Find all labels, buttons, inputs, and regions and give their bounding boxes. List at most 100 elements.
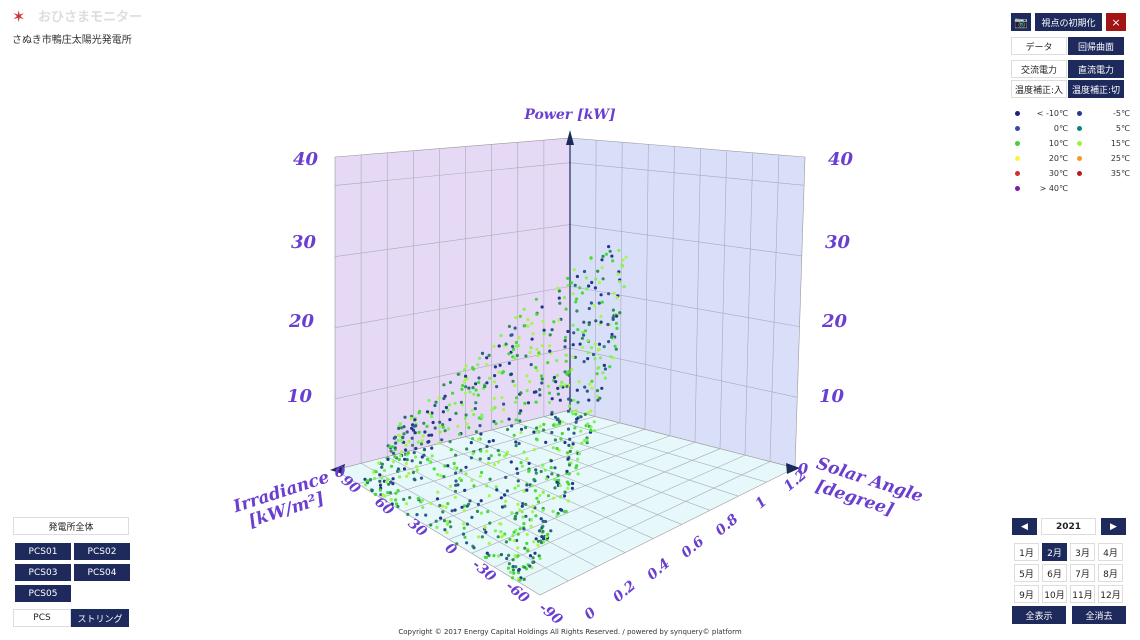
toggle-button[interactable]: 温度補正:入 (1011, 80, 1067, 98)
scatter-point (409, 416, 413, 421)
scatter-point (468, 499, 472, 503)
scatter-point (405, 502, 409, 506)
scatter-point (524, 426, 528, 430)
month-button[interactable]: 8月 (1098, 564, 1123, 582)
pcs-button[interactable]: PCS01 (15, 543, 71, 560)
month-button[interactable]: 3月 (1070, 543, 1095, 561)
scatter-point (566, 276, 570, 280)
scatter-point (453, 495, 457, 499)
scatter-point (535, 368, 539, 373)
scatter-point (506, 566, 511, 570)
scatter-point (514, 565, 518, 569)
scatter-point (539, 374, 544, 378)
scatter-point (525, 457, 529, 461)
close-button[interactable]: × (1106, 13, 1126, 31)
scatter-point (526, 324, 530, 328)
all-button[interactable]: 発電所全体 (13, 517, 129, 535)
grid-line (669, 146, 675, 436)
scatter-point (536, 500, 541, 504)
grid-line (644, 144, 649, 430)
scatter-point (614, 347, 618, 351)
scatter-point (528, 554, 533, 558)
scatter-point (445, 519, 449, 524)
scatter-point (462, 504, 466, 508)
toggle-button[interactable]: 回帰曲面 (1068, 37, 1124, 55)
scatter-point (530, 321, 534, 326)
toggle-button[interactable]: 温度補正:切 (1068, 80, 1124, 98)
pcs-button[interactable]: PCS05 (15, 585, 71, 602)
next-year[interactable]: ▶ (1101, 518, 1126, 535)
scatter-point (573, 283, 577, 287)
scatter-point (550, 328, 554, 332)
scatter-point (484, 530, 488, 534)
scatter-point (393, 446, 397, 450)
scatter-point (592, 304, 597, 308)
month-button[interactable]: 6月 (1042, 564, 1067, 582)
scatter-point (405, 430, 409, 434)
scatter-point (435, 525, 439, 530)
grid-line (403, 429, 646, 512)
scatter-point (547, 391, 552, 395)
month-button[interactable]: 1月 (1014, 543, 1039, 561)
legend-label: 0℃ (1053, 124, 1068, 133)
scatter-point (389, 498, 393, 502)
clear-all[interactable]: 全消去 (1072, 606, 1126, 624)
month-button[interactable]: 9月 (1014, 585, 1039, 603)
mode-button[interactable]: ストリング (71, 609, 129, 627)
scatter-point (582, 360, 586, 364)
toggle-button[interactable]: 交流電力 (1011, 60, 1067, 78)
scatter-point (593, 286, 598, 290)
scatter-point (551, 446, 555, 450)
prev-year[interactable]: ◀ (1012, 518, 1037, 535)
month-button[interactable]: 11月 (1070, 585, 1095, 603)
toggle-button[interactable]: データ (1011, 37, 1067, 55)
pcs-button[interactable]: PCS03 (15, 564, 71, 581)
scatter-point (442, 396, 446, 401)
scatter-point (530, 337, 534, 341)
scatter-point (555, 514, 559, 518)
scatter-point (537, 529, 542, 533)
scatter-point (586, 411, 590, 415)
month-button[interactable]: 5月 (1014, 564, 1039, 582)
month-button[interactable]: 7月 (1070, 564, 1095, 582)
scatter-point (518, 411, 522, 415)
scatter-point (456, 424, 460, 428)
scatter-point (580, 336, 585, 340)
site-name: さぬき市鴨庄太陽光発電所 (12, 34, 132, 46)
scatter-point (434, 400, 438, 404)
reset-view-button[interactable]: 視点の初期化 (1035, 13, 1102, 31)
scatter-point (396, 467, 400, 471)
scatter-point (597, 301, 601, 305)
scatter-point (518, 527, 522, 531)
scatter-point (516, 344, 521, 348)
month-button[interactable]: 10月 (1042, 585, 1067, 603)
month-button[interactable]: 12月 (1098, 585, 1123, 603)
scatter-point (507, 562, 511, 566)
scatter-point (464, 465, 468, 469)
scatter-point (540, 305, 544, 309)
pcs-button[interactable]: PCS02 (74, 543, 130, 560)
scatter-point (427, 433, 431, 437)
legend-label: 15℃ (1110, 139, 1130, 148)
scatter-point (509, 372, 513, 376)
month-button[interactable]: 4月 (1098, 543, 1123, 561)
scatter-point (613, 344, 617, 348)
scatter-point (450, 509, 454, 513)
scatter-point (565, 469, 569, 473)
legend-label: -5℃ (1113, 109, 1130, 118)
scatter-point (386, 491, 390, 495)
scatter-point (418, 461, 423, 465)
show-all[interactable]: 全表示 (1012, 606, 1066, 624)
month-button[interactable]: 2月 (1042, 543, 1067, 561)
scatter-point (492, 396, 496, 401)
toggle-button[interactable]: 直流電力 (1068, 60, 1124, 78)
camera-button[interactable]: 📷 (1011, 13, 1031, 31)
pcs-button[interactable]: PCS04 (74, 564, 130, 581)
grid-line (719, 150, 727, 449)
scatter-point (473, 407, 477, 411)
scatter-point (416, 496, 420, 501)
mode-button[interactable]: PCS (13, 609, 71, 627)
scatter-point (557, 318, 561, 322)
scatter-point (523, 565, 527, 569)
